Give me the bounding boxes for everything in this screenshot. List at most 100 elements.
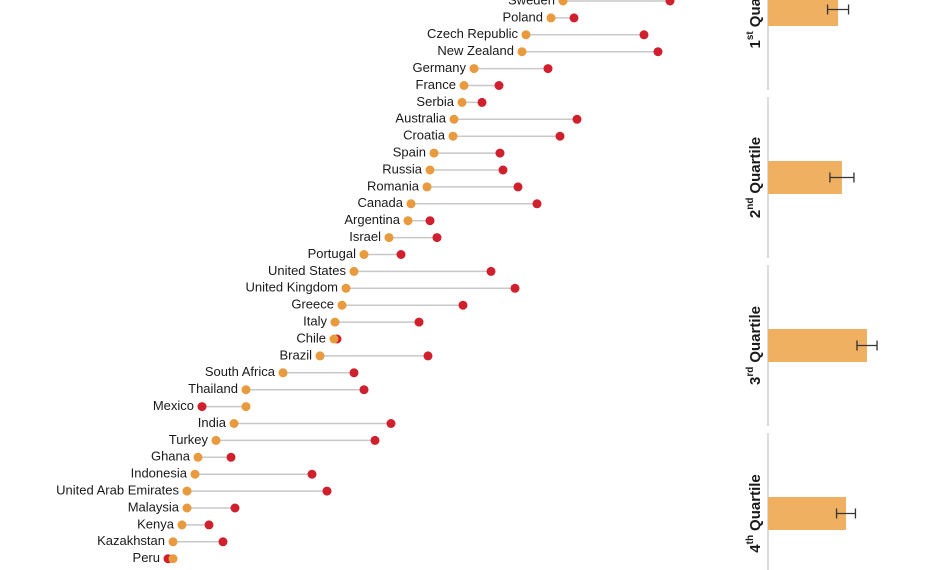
- dot: [521, 30, 531, 40]
- dot: [486, 266, 496, 276]
- dot: [558, 0, 568, 6]
- dot: [278, 368, 288, 378]
- dot: [349, 266, 359, 276]
- quartile-label: 3rd Quartile: [745, 306, 764, 385]
- row-label: Poland: [503, 9, 543, 24]
- row-label: Canada: [357, 195, 403, 210]
- dot: [498, 165, 508, 175]
- dot: [211, 435, 221, 445]
- dot: [337, 300, 347, 310]
- dot: [197, 402, 207, 412]
- dot: [359, 250, 369, 259]
- quartile-label: 2nd Quartile: [745, 137, 764, 218]
- row-label: Indonesia: [131, 466, 188, 481]
- dot: [665, 0, 675, 6]
- row-label: Thailand: [188, 381, 238, 396]
- dot: [229, 419, 239, 428]
- dot: [370, 435, 380, 445]
- dot: [494, 81, 504, 90]
- row-label: United Kingdom: [246, 280, 339, 295]
- dot: [182, 503, 192, 513]
- quartile-word: Quartile: [747, 306, 764, 363]
- dot: [204, 520, 214, 530]
- dot: [307, 469, 317, 479]
- error-bar: [835, 508, 857, 519]
- quartile-suffix: th: [745, 535, 756, 544]
- quartile-number: 1: [747, 40, 764, 48]
- dot: [168, 554, 178, 564]
- dot: [190, 469, 200, 479]
- error-bar: [856, 340, 878, 351]
- dot: [429, 148, 439, 158]
- dot: [359, 385, 369, 395]
- row-label: Ghana: [151, 449, 191, 464]
- dot: [218, 537, 228, 547]
- dot: [653, 47, 663, 57]
- row-label: Brazil: [279, 347, 312, 362]
- dot: [555, 131, 565, 141]
- quartile-number: 4: [747, 544, 764, 553]
- row-label: Israel: [349, 229, 381, 244]
- bar: [768, 497, 846, 530]
- dot: [241, 402, 251, 412]
- dot: [495, 148, 505, 158]
- dot: [432, 233, 442, 243]
- dot: [177, 520, 187, 530]
- dot: [396, 250, 406, 259]
- dot: [448, 131, 458, 141]
- row-label: Spain: [393, 145, 426, 160]
- row-label: Germany: [413, 60, 467, 75]
- dot: [543, 64, 553, 74]
- dot: [517, 47, 527, 57]
- quartile-suffix: st: [745, 31, 756, 41]
- quartile-suffix: rd: [745, 367, 756, 377]
- row-label: Australia: [395, 111, 446, 126]
- row-label: Romania: [367, 178, 420, 193]
- dot: [226, 452, 236, 462]
- quartile-word: Quartile: [747, 474, 764, 531]
- dot: [569, 13, 579, 23]
- dot: [639, 30, 649, 40]
- dot: [457, 97, 467, 107]
- dot: [330, 317, 340, 327]
- row-label: New Zealand: [437, 43, 514, 58]
- row-label: Russia: [382, 161, 423, 176]
- dot: [329, 334, 339, 344]
- row-label: Argentina: [344, 212, 400, 227]
- quartile-label: 1st Quartile: [745, 0, 764, 48]
- dot: [241, 385, 251, 395]
- dot: [513, 182, 523, 192]
- dot: [425, 165, 435, 175]
- row-label: India: [198, 415, 227, 430]
- dot: [572, 114, 582, 124]
- row-label: Malaysia: [128, 499, 180, 514]
- dot: [403, 216, 413, 226]
- bar: [768, 329, 867, 362]
- row-label: Chile: [296, 330, 326, 345]
- row-label: South Africa: [205, 364, 276, 379]
- quartile-number: 3: [747, 377, 764, 385]
- dot: [182, 486, 192, 496]
- row-label: France: [416, 77, 456, 92]
- dot: [459, 81, 469, 90]
- dot: [414, 317, 424, 327]
- bar: [768, 0, 839, 26]
- dot: [477, 97, 487, 107]
- row-label: Mexico: [153, 398, 194, 413]
- quartile-number: 2: [747, 210, 764, 218]
- quartile-word: Quartile: [747, 137, 764, 194]
- row-label: United States: [268, 263, 347, 278]
- row-label: Croatia: [403, 128, 446, 143]
- quartile-label: 4th Quartile: [745, 474, 764, 552]
- row-label: Kazakhstan: [97, 533, 165, 548]
- row-label: Sweden: [508, 0, 555, 7]
- dot: [422, 182, 432, 192]
- row-label: Portugal: [308, 246, 357, 261]
- row-label: Italy: [303, 314, 327, 329]
- dot: [423, 351, 433, 361]
- dot: [546, 13, 556, 23]
- row-label: Peru: [133, 550, 160, 565]
- dot: [168, 537, 178, 547]
